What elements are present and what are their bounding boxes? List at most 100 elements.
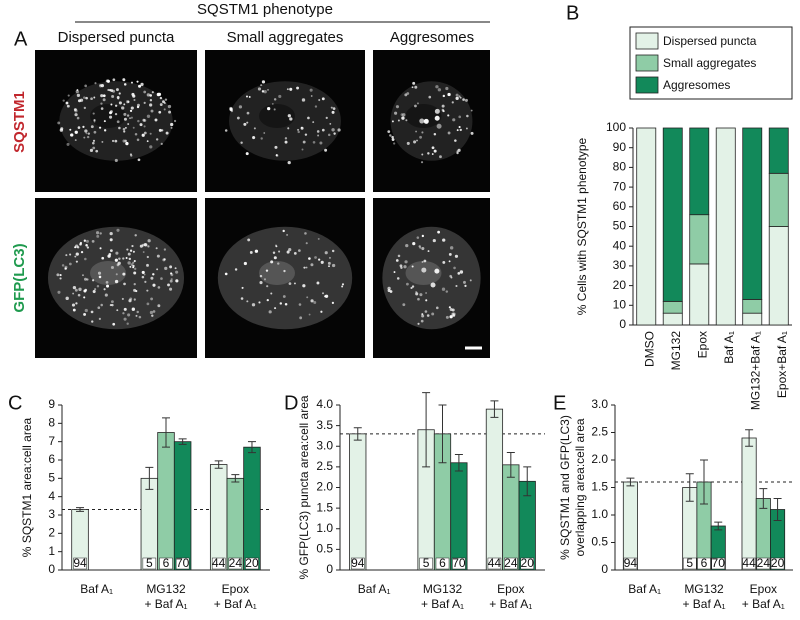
- speckle: [289, 117, 293, 121]
- speckle: [125, 257, 128, 259]
- speckle: [75, 252, 79, 256]
- speckle: [302, 140, 306, 144]
- speckle: [74, 288, 78, 292]
- speckle: [92, 139, 96, 142]
- n-label: 94: [624, 556, 638, 570]
- n-label: 44: [742, 556, 756, 570]
- y-tick-label: 3: [48, 507, 55, 521]
- x-tick-label: DMSO: [642, 331, 656, 367]
- error-bar: [490, 400, 499, 418]
- error-bar: [214, 460, 223, 469]
- speckle: [123, 317, 127, 321]
- bar: [349, 433, 367, 571]
- speckle: [139, 244, 143, 248]
- speckle: [66, 142, 70, 146]
- speckle: [447, 92, 451, 97]
- speckle: [327, 261, 331, 265]
- speckle: [394, 111, 398, 115]
- speckle: [130, 81, 133, 84]
- speckle: [450, 276, 453, 279]
- speckle: [102, 98, 106, 102]
- speckle: [314, 105, 318, 108]
- speckle: [271, 103, 274, 105]
- speckle: [133, 99, 136, 102]
- speckle: [132, 264, 135, 268]
- speckle: [297, 130, 300, 134]
- speckle: [249, 251, 253, 254]
- speckle: [442, 238, 446, 242]
- speckle: [464, 98, 468, 102]
- speckle: [425, 291, 428, 294]
- speckle: [458, 125, 461, 129]
- speckle: [79, 241, 83, 245]
- n-label: 44: [212, 556, 226, 570]
- speckle: [426, 314, 430, 317]
- speckle: [322, 292, 324, 295]
- speckle: [283, 269, 286, 273]
- speckle: [282, 295, 286, 298]
- speckle: [138, 84, 142, 88]
- speckle: [115, 251, 119, 255]
- speckle: [123, 83, 127, 86]
- speckle: [259, 281, 263, 285]
- speckle: [92, 279, 95, 282]
- n-label-bg: [623, 557, 638, 570]
- x-tick-label: MG132: [669, 331, 683, 371]
- speckle: [261, 80, 266, 84]
- speckle: [316, 281, 320, 285]
- speckle: [132, 126, 135, 129]
- speckle: [404, 260, 408, 264]
- speckle: [125, 100, 130, 104]
- speckle: [118, 92, 121, 95]
- speckle: [130, 116, 133, 119]
- speckle: [106, 79, 110, 83]
- speckle: [419, 118, 425, 124]
- speckle: [263, 132, 266, 134]
- speckle: [59, 128, 64, 132]
- y-tick-label: 2: [48, 526, 55, 540]
- speckle: [136, 310, 139, 314]
- speckle: [112, 322, 116, 326]
- speckle: [75, 302, 78, 305]
- speckle: [236, 116, 240, 120]
- error-bar: [759, 488, 768, 509]
- speckle: [106, 284, 110, 288]
- speckle: [413, 140, 417, 144]
- speckle: [397, 119, 400, 122]
- speckle: [158, 128, 162, 132]
- column-label: Dispersed puncta: [58, 29, 175, 46]
- y-tick-label: 1.5: [316, 500, 333, 514]
- speckle: [174, 267, 177, 270]
- speckle: [83, 239, 87, 242]
- speckle: [466, 114, 469, 118]
- speckle: [284, 140, 288, 144]
- y-tick-label: 1.0: [316, 521, 333, 535]
- y-tick-label: 3.0: [316, 438, 333, 452]
- speckle: [72, 292, 75, 295]
- speckle: [70, 133, 74, 137]
- error-bar: [714, 521, 723, 531]
- bar-segment: [742, 127, 763, 300]
- speckle: [93, 96, 96, 99]
- speckle: [402, 303, 406, 307]
- bar: [173, 441, 192, 571]
- n-label-bg: [742, 557, 756, 570]
- speckle: [155, 247, 158, 250]
- speckle: [246, 111, 250, 115]
- speckle: [288, 282, 292, 285]
- x-tick-label: Epox+Baf A₁: [775, 331, 789, 398]
- speckle: [150, 109, 154, 113]
- speckle: [139, 123, 143, 127]
- speckle: [156, 268, 159, 271]
- speckle: [436, 123, 442, 129]
- speckle: [253, 127, 256, 130]
- speckle: [149, 145, 153, 149]
- x-tick-label: MG132: [146, 582, 186, 596]
- speckle: [129, 117, 132, 120]
- speckle: [100, 102, 103, 105]
- speckle: [129, 109, 133, 113]
- speckle: [61, 264, 65, 267]
- speckle: [462, 98, 465, 101]
- speckle: [418, 245, 421, 248]
- speckle: [160, 277, 163, 280]
